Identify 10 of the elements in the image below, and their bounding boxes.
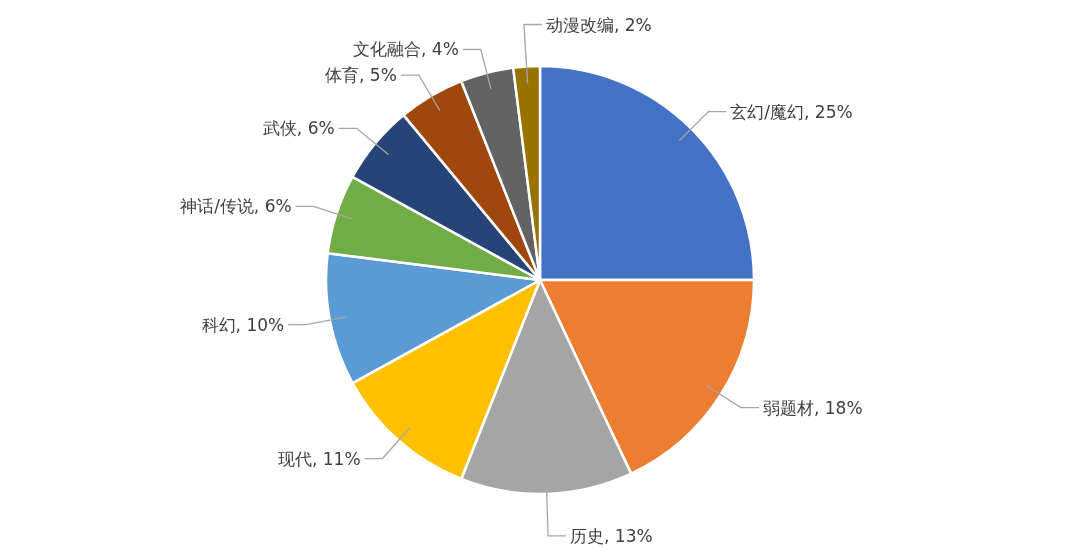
- slice-label: 玄幻/魔幻, 25%: [730, 101, 853, 122]
- slice-label: 体育, 5%: [325, 65, 397, 86]
- slice-label: 动漫改编, 2%: [545, 14, 652, 35]
- slice-label: 武侠, 6%: [262, 118, 335, 139]
- slice-label: 现代, 11%: [278, 448, 361, 469]
- slice-label: 文化融合, 4%: [353, 39, 459, 60]
- slice-label: 历史, 13%: [570, 525, 653, 546]
- slice-label: 弱题材, 18%: [762, 397, 863, 418]
- slice-label: 科幻, 10%: [201, 314, 285, 335]
- slice-label: 神话/传说, 6%: [180, 196, 292, 217]
